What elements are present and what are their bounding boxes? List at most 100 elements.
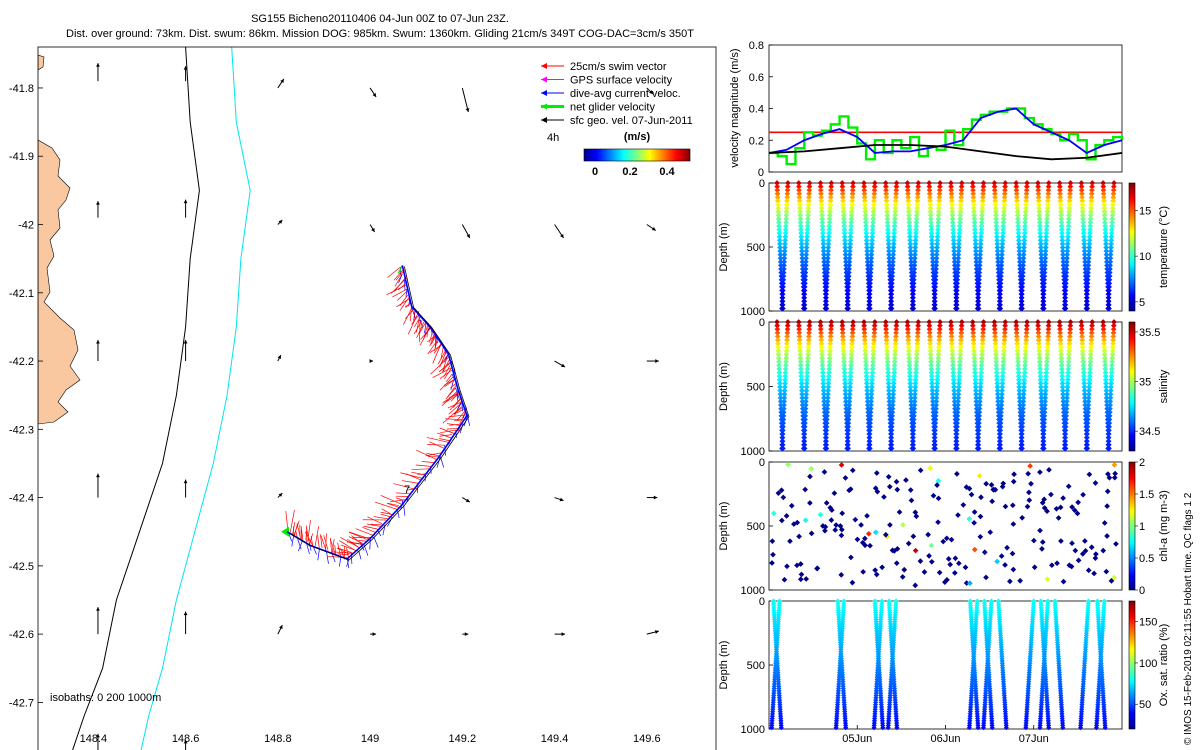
data-point	[978, 366, 985, 372]
data-point	[1042, 395, 1049, 401]
data-point	[998, 402, 1005, 408]
data-point	[866, 287, 873, 294]
swim-vector	[413, 311, 416, 323]
data-point	[868, 251, 875, 258]
data-point	[958, 194, 964, 201]
data-point	[1063, 259, 1070, 265]
data-point	[838, 532, 845, 539]
data-point	[1067, 326, 1074, 333]
data-point	[1037, 237, 1044, 244]
data-point	[841, 369, 848, 376]
data-point	[1062, 284, 1069, 290]
data-point	[1015, 366, 1022, 372]
data-point	[1058, 362, 1065, 369]
data-point	[863, 226, 869, 233]
data-point	[842, 237, 848, 244]
data-point	[1019, 284, 1025, 290]
data-point	[1016, 241, 1022, 247]
data-point	[1081, 380, 1088, 387]
data-point	[1040, 445, 1046, 452]
data-point	[862, 219, 869, 226]
data-point	[1014, 194, 1020, 201]
data-point	[963, 580, 970, 586]
data-point	[1035, 330, 1042, 336]
data-point	[886, 402, 893, 408]
data-point	[802, 280, 808, 287]
colorbar-label: Ox. sat. ratio (%)	[1158, 624, 1170, 707]
data-point	[1057, 198, 1064, 204]
data-point	[926, 326, 933, 333]
data-point	[781, 391, 788, 398]
data-point	[1060, 402, 1067, 408]
data-point	[1058, 212, 1064, 219]
colorbar-tick-label: 50	[1139, 699, 1151, 711]
data-point	[818, 201, 825, 208]
data-point	[868, 259, 874, 265]
data-point	[808, 465, 815, 472]
data-point	[1062, 291, 1069, 297]
data-point	[1102, 358, 1108, 365]
data-point	[817, 322, 824, 329]
data-point	[987, 529, 994, 536]
data-point	[971, 208, 977, 215]
data-point	[991, 183, 998, 190]
data-point	[1108, 244, 1114, 251]
data-point	[997, 280, 1004, 287]
swim-vector	[337, 542, 342, 558]
data-point	[951, 255, 958, 262]
data-point	[845, 291, 851, 297]
data-point	[783, 513, 790, 519]
data-point	[934, 373, 941, 380]
data-point	[957, 340, 964, 347]
data-point	[1018, 434, 1025, 441]
data-point	[1085, 398, 1092, 405]
data-point	[854, 536, 861, 543]
data-point	[996, 298, 1003, 305]
data-point	[893, 319, 900, 325]
data-point	[936, 340, 942, 347]
data-point	[980, 183, 987, 190]
data-point	[802, 269, 809, 276]
swim-vector	[386, 284, 407, 296]
data-point	[870, 216, 876, 222]
data-point	[992, 201, 999, 208]
data-point	[843, 259, 849, 265]
data-point	[1059, 380, 1066, 387]
data-point	[803, 255, 809, 262]
data-point	[827, 205, 834, 211]
data-point	[847, 233, 854, 240]
data-point	[977, 387, 984, 394]
data-point	[814, 565, 820, 572]
data-point	[998, 553, 1005, 559]
data-point	[970, 194, 977, 201]
data-point	[1058, 223, 1065, 229]
data-point	[886, 398, 893, 405]
data-point	[817, 319, 824, 325]
data-point	[868, 384, 875, 390]
data-point	[1058, 538, 1064, 544]
data-point	[780, 409, 787, 416]
data-point	[780, 494, 787, 501]
data-point	[935, 348, 942, 354]
data-point	[1037, 373, 1044, 380]
data-point	[845, 427, 851, 434]
data-point	[823, 287, 830, 294]
data-point	[841, 233, 848, 240]
data-point	[800, 305, 807, 312]
data-point	[780, 420, 786, 426]
data-point	[803, 576, 810, 582]
data-point	[1002, 326, 1008, 333]
data-point	[966, 485, 973, 492]
data-point	[1111, 574, 1117, 581]
data-point	[978, 223, 985, 229]
data-point	[1041, 496, 1047, 503]
swim-vector	[392, 288, 408, 298]
data-point	[1066, 212, 1072, 219]
data-point	[999, 237, 1006, 244]
data-point	[864, 395, 871, 401]
data-point	[781, 255, 788, 262]
data-point	[935, 355, 942, 361]
data-point	[823, 280, 830, 287]
data-point	[796, 190, 803, 197]
data-point	[1040, 302, 1046, 308]
